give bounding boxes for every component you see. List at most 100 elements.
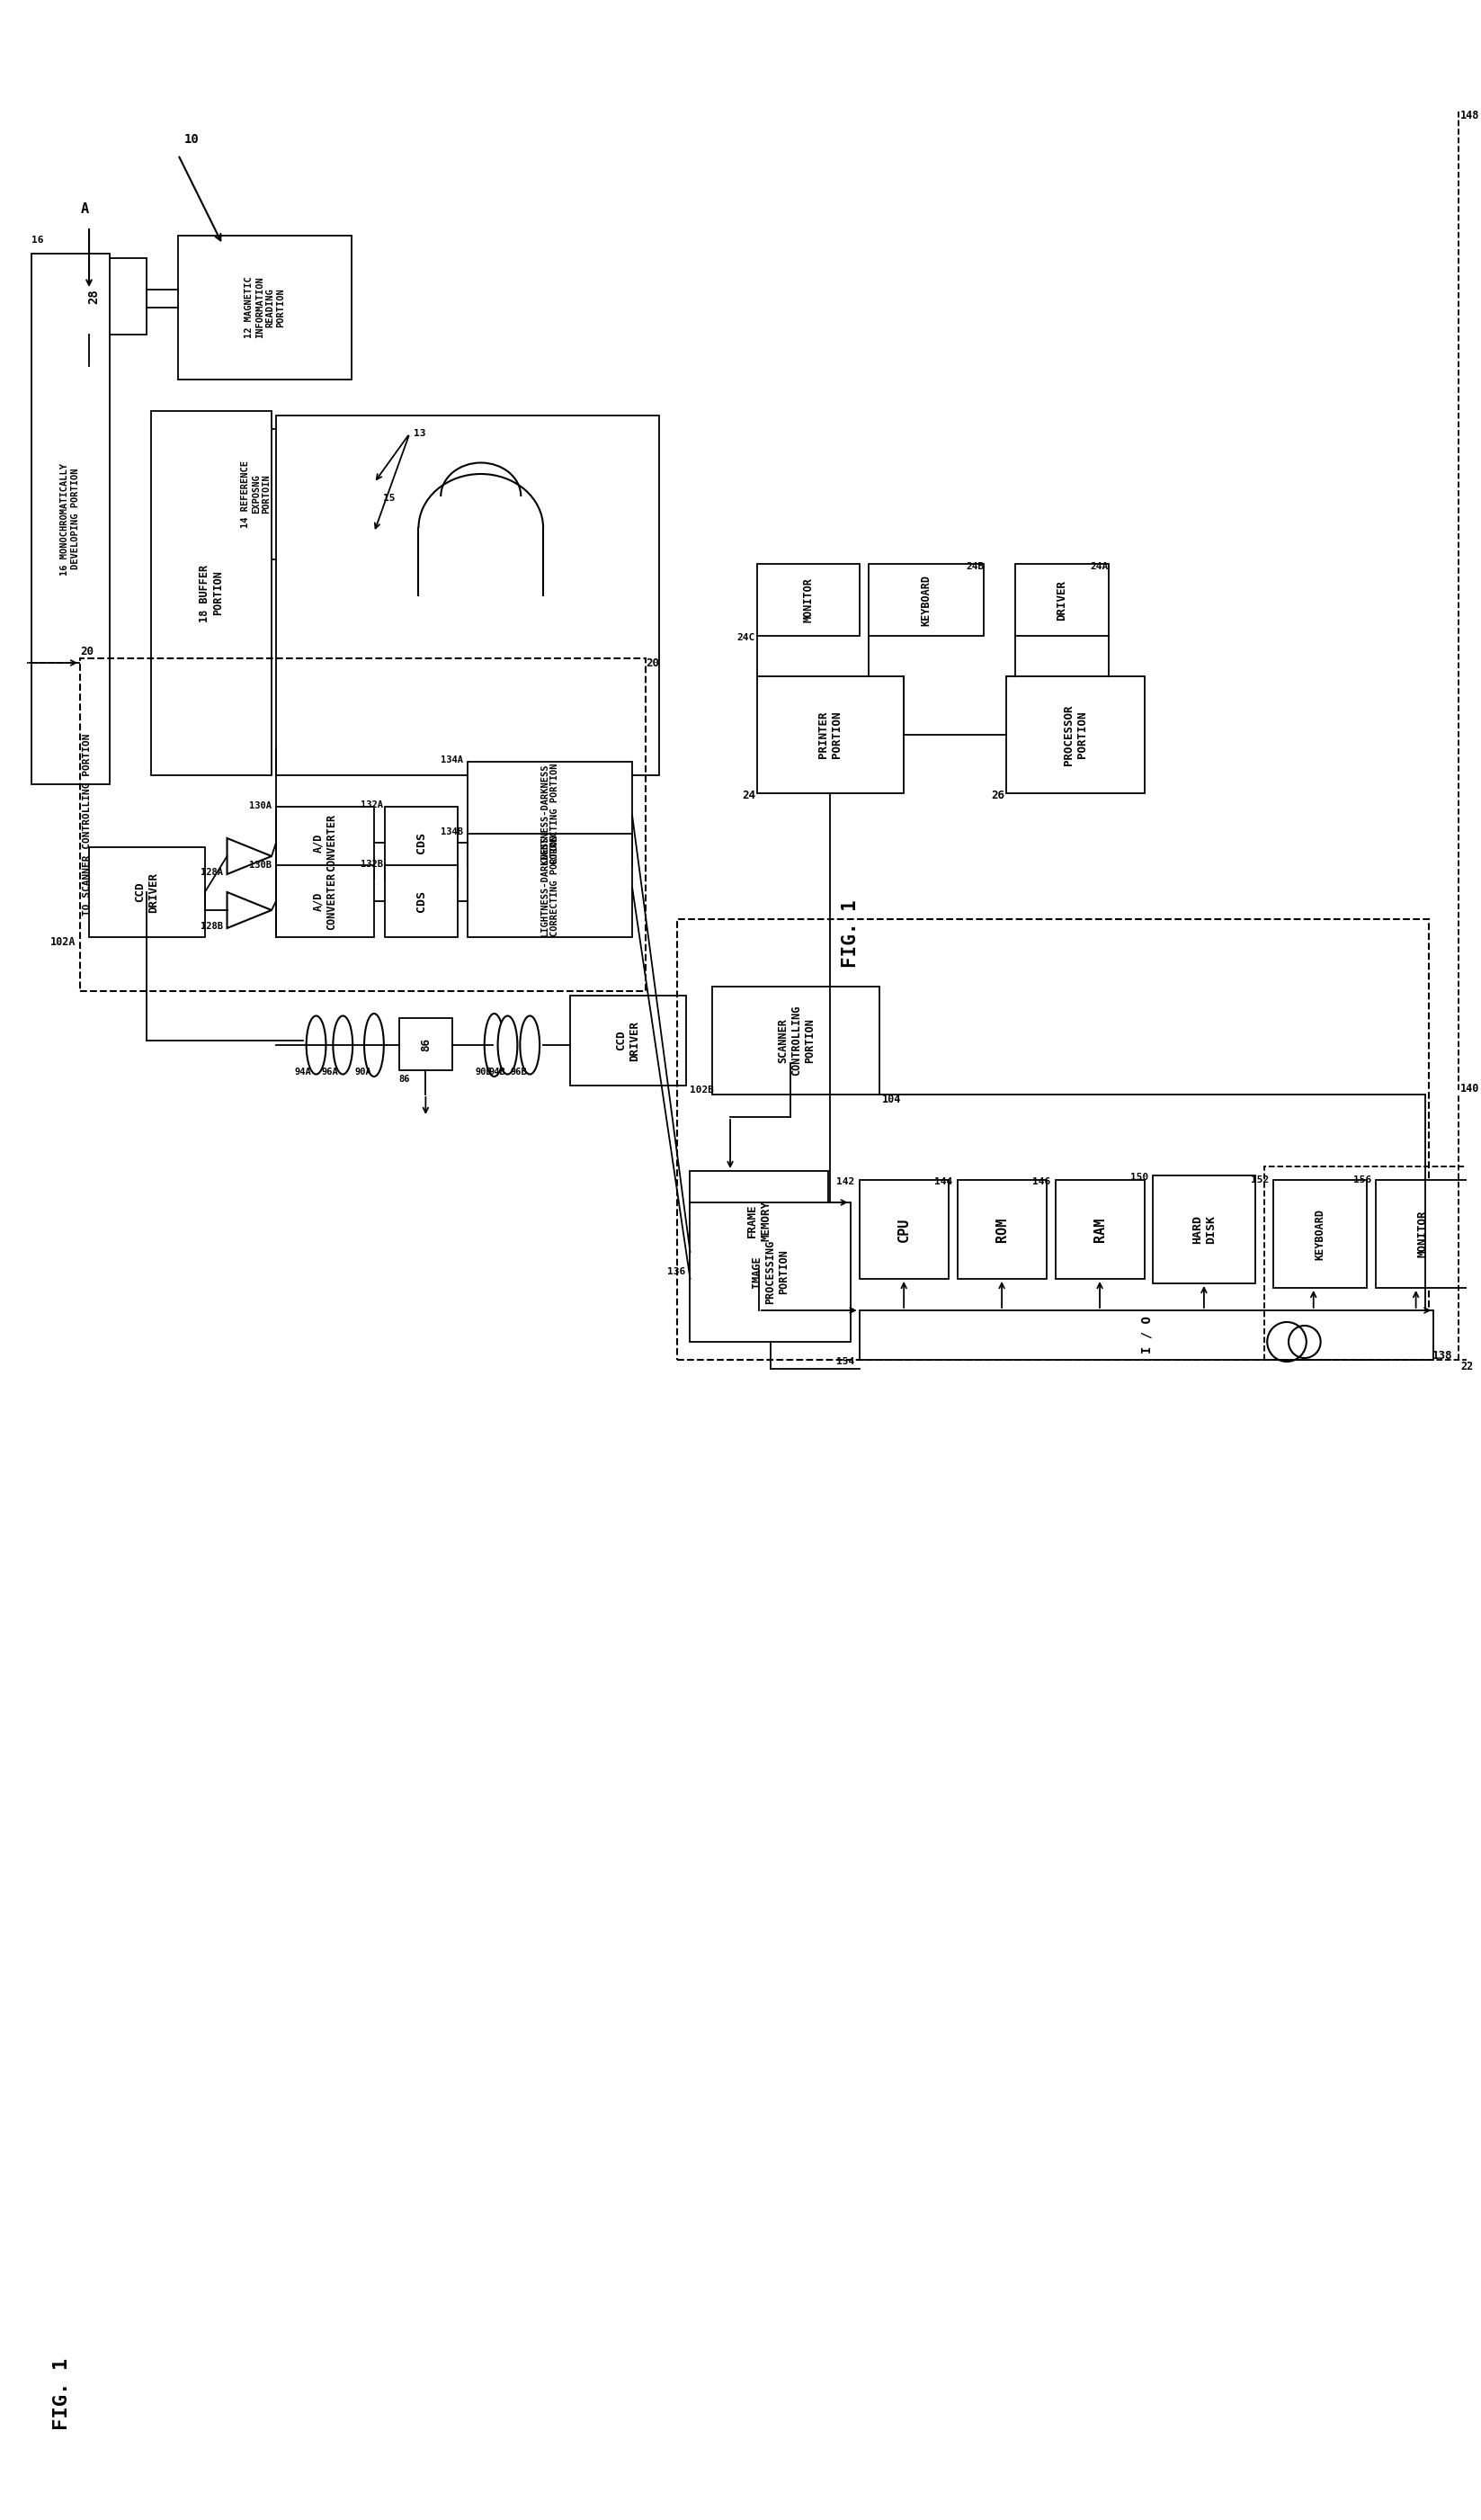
Bar <box>151 411 271 776</box>
Text: CDS: CDS <box>415 832 427 854</box>
Bar <box>859 1310 1434 1361</box>
Text: 96B: 96B <box>511 1068 527 1076</box>
Text: 16: 16 <box>31 237 43 244</box>
Text: 86: 86 <box>398 1074 410 1084</box>
Bar <box>275 864 375 937</box>
Bar <box>957 1179 1047 1278</box>
Text: KEYBOARD: KEYBOARD <box>1314 1207 1325 1260</box>
Text: 138: 138 <box>1432 1351 1453 1361</box>
Bar <box>859 1179 948 1278</box>
Bar <box>690 1172 828 1270</box>
Text: KEYBOARD: KEYBOARD <box>920 575 932 625</box>
Text: 86: 86 <box>419 1038 431 1051</box>
Text: DRIVER: DRIVER <box>1056 580 1068 620</box>
Text: 132A: 132A <box>360 801 384 809</box>
Text: 20: 20 <box>80 645 93 658</box>
Text: 136: 136 <box>668 1268 686 1275</box>
Bar <box>468 834 632 937</box>
Text: 94A: 94A <box>295 1068 311 1076</box>
Text: CCD
DRIVER: CCD DRIVER <box>135 872 160 912</box>
Text: 24: 24 <box>742 789 755 801</box>
Text: 146: 146 <box>1032 1177 1052 1187</box>
Bar <box>757 564 859 635</box>
Text: PROCESSOR
PORTION: PROCESSOR PORTION <box>1063 706 1089 766</box>
Text: 22: 22 <box>1460 1361 1474 1373</box>
Text: 148: 148 <box>1460 111 1480 121</box>
Bar <box>40 257 147 335</box>
Bar <box>275 416 659 776</box>
Text: 94B: 94B <box>489 1068 505 1076</box>
Text: 96A: 96A <box>321 1068 338 1076</box>
Text: 20: 20 <box>646 658 659 668</box>
Text: 26: 26 <box>991 789 1004 801</box>
Bar <box>1376 1179 1469 1288</box>
Bar <box>690 1202 850 1341</box>
Bar <box>385 806 458 879</box>
Bar <box>1006 675 1145 794</box>
Bar <box>677 920 1429 1361</box>
Text: 102A: 102A <box>50 935 76 948</box>
Bar <box>31 255 110 784</box>
Text: 142: 142 <box>837 1177 855 1187</box>
Bar <box>757 675 903 794</box>
Text: 24C: 24C <box>738 633 755 643</box>
Text: 140: 140 <box>1460 1084 1480 1094</box>
Text: MONITOR: MONITOR <box>1417 1210 1428 1257</box>
Text: 102B: 102B <box>690 1086 714 1094</box>
Text: A/D
CONVERTER: A/D CONVERTER <box>312 872 338 930</box>
Text: 156: 156 <box>1354 1174 1371 1184</box>
Text: LIGHTNESS-DARKNESS
CORRECTING PORTION: LIGHTNESS-DARKNESS CORRECTING PORTION <box>541 764 560 864</box>
Text: 134A: 134A <box>440 756 464 764</box>
Bar <box>398 1018 452 1071</box>
Text: A: A <box>80 202 89 214</box>
Text: 130A: 130A <box>249 801 271 811</box>
Ellipse shape <box>498 1016 517 1074</box>
Bar <box>178 237 352 381</box>
Text: 24B: 24B <box>966 562 983 572</box>
Ellipse shape <box>333 1016 352 1074</box>
Text: CDS: CDS <box>415 890 427 912</box>
Text: 12 MAGNETIC
INFORMATION
READING
PORTION: 12 MAGNETIC INFORMATION READING PORTION <box>244 277 284 338</box>
Text: 154: 154 <box>837 1358 855 1366</box>
Bar <box>868 564 983 635</box>
Bar <box>570 995 686 1086</box>
Text: 15: 15 <box>384 494 395 504</box>
Bar <box>468 761 632 864</box>
Text: 104: 104 <box>881 1094 900 1104</box>
Ellipse shape <box>307 1016 326 1074</box>
Ellipse shape <box>364 1013 384 1076</box>
Text: 10: 10 <box>184 134 198 146</box>
Text: RAM: RAM <box>1093 1217 1106 1242</box>
Text: 152: 152 <box>1251 1174 1269 1184</box>
Text: 24A: 24A <box>1090 562 1109 572</box>
Text: 134B: 134B <box>440 827 464 837</box>
Text: FRAME
MEMORY: FRAME MEMORY <box>746 1200 772 1240</box>
Text: I / O: I / O <box>1140 1315 1152 1353</box>
Bar <box>80 658 646 990</box>
Text: 28: 28 <box>87 290 99 305</box>
Bar <box>178 428 333 559</box>
Text: 90A: 90A <box>355 1068 372 1076</box>
Text: HARD
DISK: HARD DISK <box>1192 1215 1217 1245</box>
Text: A/D
CONVERTER: A/D CONVERTER <box>312 814 338 872</box>
Bar <box>1265 1167 1478 1361</box>
Text: FIG. 1: FIG. 1 <box>841 900 859 968</box>
Text: 144: 144 <box>935 1177 952 1187</box>
Text: 128B: 128B <box>200 922 222 930</box>
Bar <box>275 806 375 879</box>
Text: CCD
DRIVER: CCD DRIVER <box>615 1021 640 1061</box>
Bar <box>385 864 458 937</box>
Ellipse shape <box>484 1013 504 1076</box>
Text: PRINTER
PORTION: PRINTER PORTION <box>818 711 843 759</box>
Text: CPU: CPU <box>897 1217 911 1242</box>
Text: 128A: 128A <box>200 867 222 877</box>
Text: 14 REFERENCE
EXPOSNG
PORTOIN: 14 REFERENCE EXPOSNG PORTOIN <box>241 461 271 527</box>
Text: 150: 150 <box>1130 1172 1149 1182</box>
Text: 130B: 130B <box>249 862 271 869</box>
Text: TO SCANNER CONTROLLING PORTION: TO SCANNER CONTROLLING PORTION <box>83 733 92 915</box>
Text: IMAGE
PROCESSING
PORTION: IMAGE PROCESSING PORTION <box>751 1240 789 1305</box>
Text: 132B: 132B <box>360 859 384 869</box>
Text: MONITOR: MONITOR <box>803 577 815 622</box>
Bar <box>89 847 204 937</box>
Bar <box>1014 564 1109 635</box>
